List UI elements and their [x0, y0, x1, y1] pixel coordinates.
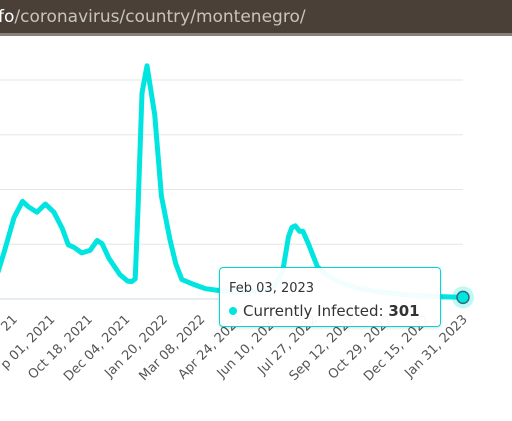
data-point: [79, 250, 84, 255]
data-point: [88, 248, 93, 253]
browser-url-bar[interactable]: fo/coronavirus/country/montenegro/: [0, 0, 512, 36]
data-point: [43, 202, 48, 207]
data-point: [20, 199, 25, 204]
url-bar-divider: [0, 33, 512, 36]
data-point: [145, 63, 150, 68]
data-point: [139, 90, 144, 95]
data-point: [286, 234, 291, 239]
data-point: [289, 225, 294, 230]
tooltip-series-label: Currently Infected:: [243, 302, 384, 320]
data-point: [167, 237, 172, 242]
data-point: [95, 238, 100, 243]
data-point: [60, 226, 65, 231]
data-point: [1, 250, 6, 255]
chart-tooltip: Feb 03, 2023 Currently Infected: 301: [219, 267, 441, 327]
data-point: [306, 242, 311, 247]
series-line-currently-infected: [0, 63, 466, 300]
data-point: [293, 223, 298, 228]
data-point: [72, 245, 77, 250]
tooltip-value: 301: [388, 302, 420, 320]
url-path: /coronavirus/country/montenegro/: [14, 7, 306, 27]
data-point: [12, 215, 17, 220]
x-tick-label: 21: [0, 312, 21, 334]
data-point: [106, 256, 111, 261]
data-point: [51, 210, 56, 215]
data-point: [300, 229, 305, 234]
data-point: [125, 279, 130, 284]
x-tick-label: Dec 04, 2021: [61, 312, 133, 384]
chart-grid: [0, 79, 463, 300]
series-marker-icon: [229, 307, 237, 315]
data-point: [34, 210, 39, 215]
data-point: [203, 286, 208, 291]
data-point: [129, 279, 134, 284]
data-point: [133, 276, 138, 281]
data-point: [100, 241, 105, 246]
data-point: [152, 112, 157, 117]
data-point: [297, 229, 302, 234]
data-point: [26, 204, 31, 209]
data-point: [179, 277, 184, 282]
data-point: [117, 272, 122, 277]
tooltip-row: Currently Infected: 301: [229, 302, 420, 320]
data-point: [440, 294, 445, 299]
data-point: [159, 193, 164, 198]
x-tick-label: Mar 08, 2022: [137, 312, 209, 384]
tooltip-date: Feb 03, 2023: [229, 281, 315, 296]
series-points: [1, 63, 465, 300]
data-point: [135, 215, 140, 220]
data-point: [191, 282, 196, 287]
url-domain-tail: fo: [0, 7, 15, 27]
hover-marker[interactable]: [452, 286, 474, 309]
url-text[interactable]: fo/coronavirus/country/montenegro/: [0, 7, 306, 27]
data-point: [173, 261, 178, 266]
hover-point[interactable]: [456, 290, 470, 305]
data-point: [66, 242, 71, 247]
